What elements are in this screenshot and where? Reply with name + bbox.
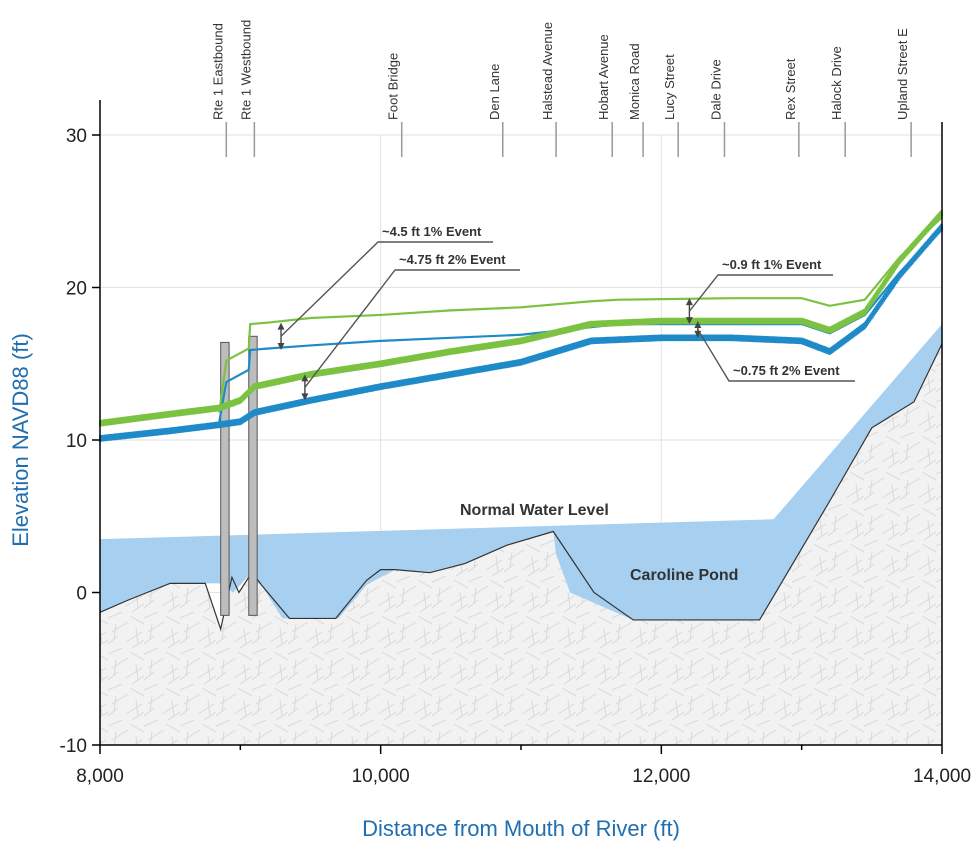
annotation-label-0: ~4.5 ft 1% Event xyxy=(382,224,482,239)
annotation-label-1: ~4.75 ft 2% Event xyxy=(399,252,506,267)
y-axis-title: Elevation NAVD88 (ft) xyxy=(8,333,33,547)
road-crossing-label-4: Halstead Avenue xyxy=(540,22,555,120)
ground-line xyxy=(99,343,943,632)
annotation-leader-1 xyxy=(304,269,520,388)
labels-layer: Normal Water Level Caroline Pond Rte 1 Eas… xyxy=(210,20,912,584)
annotation-arrowhead-0 xyxy=(277,322,285,351)
x-tick-label-1: 10,000 xyxy=(352,766,410,787)
road-crossing-label-10: Halock Drive xyxy=(829,46,844,120)
y-tick-label-3: 0 xyxy=(76,584,87,605)
series-wavy-3 xyxy=(98,223,944,442)
series-layer xyxy=(98,210,944,616)
ground-fill xyxy=(100,343,942,745)
road-crossing-label-5: Hobart Avenue xyxy=(596,34,611,120)
annotation-leader-2 xyxy=(688,274,833,312)
annotation-leader-3 xyxy=(697,329,855,382)
road-crossing-label-0: Rte 1 Eastbound xyxy=(210,23,225,120)
bridge-pier-1 xyxy=(248,335,258,616)
caroline-pond-label: Caroline Pond xyxy=(630,567,738,584)
y-tick-label-0: 30 xyxy=(66,126,87,147)
y-tick-label-1: 20 xyxy=(66,279,87,300)
road-crossing-label-6: Monica Road xyxy=(627,43,642,120)
road-crossing-label-2: Foot Bridge xyxy=(386,53,401,120)
x-axis-title: Distance from Mouth of River (ft) xyxy=(362,816,680,841)
series-wavy-2 xyxy=(98,210,944,427)
water-fill xyxy=(100,324,942,620)
x-tick-label-2: 12,000 xyxy=(632,766,690,787)
annotation-label-3: ~0.75 ft 2% Event xyxy=(733,363,840,378)
annotation-arrowhead-1 xyxy=(301,374,309,401)
axes: 30 20 10 0 -10 8,000 10,000 12,000 14,000 Distanc… xyxy=(8,100,971,841)
annotation-arrowhead-2 xyxy=(685,298,693,325)
series-solid-0 xyxy=(218,216,943,413)
normal-water-level-label: Normal Water Level xyxy=(460,502,609,519)
x-tick-label-0: 8,000 xyxy=(76,766,124,787)
x-tick-label-3: 14,000 xyxy=(913,766,971,787)
road-crossing-label-3: Den Lane xyxy=(487,64,502,120)
road-crossing-label-9: Rex Street xyxy=(783,58,798,120)
annotation-layer: ~4.5 ft 1% Event ~4.75 ft 2% Event ~0.9 ft… xyxy=(277,224,855,401)
road-crossing-label-11: Upland Street E xyxy=(895,28,910,120)
road-crossing-label-1: Rte 1 Westbound xyxy=(238,20,253,120)
y-tick-label-4: -10 xyxy=(60,736,87,757)
annotation-label-2: ~0.9 ft 1% Event xyxy=(722,257,822,272)
road-crossing-label-8: Dale Drive xyxy=(708,59,723,120)
y-tick-label-2: 10 xyxy=(66,431,87,452)
road-crossing-label-7: Lucy Street xyxy=(662,54,677,120)
ground-layer xyxy=(99,324,943,745)
bridge-pier-0 xyxy=(220,341,230,616)
annotation-leader-0 xyxy=(280,241,493,337)
